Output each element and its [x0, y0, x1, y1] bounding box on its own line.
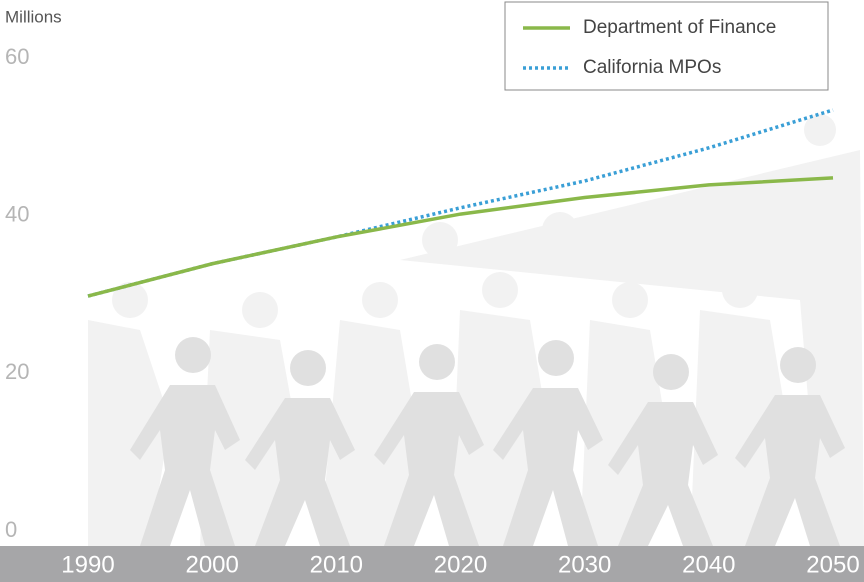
x-tick-label: 2040: [682, 551, 735, 578]
x-tick-label: 2050: [806, 551, 859, 578]
legend-label: Department of Finance: [583, 17, 776, 38]
x-tick-label: 2010: [310, 551, 363, 578]
x-tick-label: 2000: [185, 551, 238, 578]
line-series: [87, 176, 834, 298]
y-tick-label: 0: [5, 517, 17, 542]
y-tick-label: 40: [5, 201, 29, 226]
walking-figures: [88, 114, 864, 546]
legend-box: [504, 1, 829, 91]
x-tick-label: 2020: [434, 551, 487, 578]
y-axis-label: Millions: [5, 7, 62, 26]
legend-label: California MPOs: [583, 57, 721, 78]
y-tick-label: 20: [5, 359, 29, 384]
x-tick-label: 2030: [558, 551, 611, 578]
x-axis-band: [0, 546, 864, 582]
y-tick-label: 60: [5, 44, 29, 69]
x-tick-label: 1990: [61, 551, 114, 578]
